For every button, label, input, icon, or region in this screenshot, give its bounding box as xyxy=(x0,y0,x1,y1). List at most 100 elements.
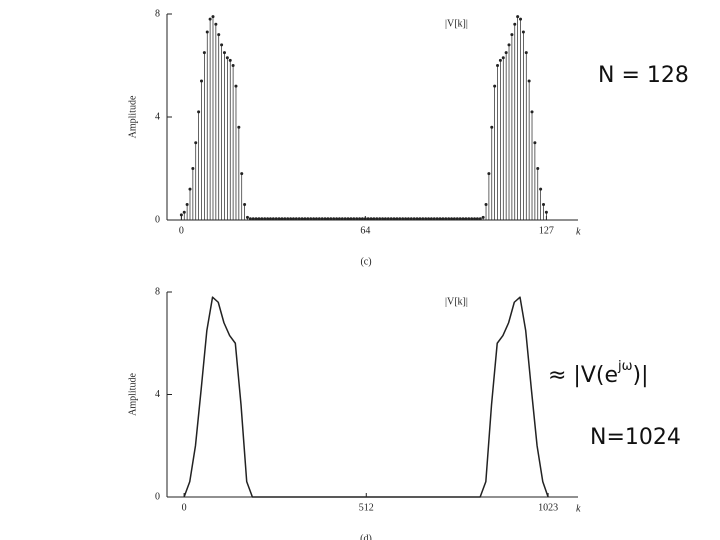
stem-dot xyxy=(211,15,215,19)
stem-dot xyxy=(404,217,408,221)
stem-dot xyxy=(450,217,454,221)
stem-dot xyxy=(383,217,387,221)
stem-dot xyxy=(504,51,508,55)
stem-dot xyxy=(317,217,321,221)
y-axis-label: Amplitude xyxy=(127,95,138,138)
stem-dot xyxy=(248,217,252,221)
stem-dot xyxy=(291,217,295,221)
y-tick-label: 8 xyxy=(155,8,160,19)
stem-dot xyxy=(369,217,373,221)
stem-dot xyxy=(268,217,272,221)
annotation-part: )| xyxy=(633,363,649,388)
stem-dot xyxy=(346,217,350,221)
stem-dot xyxy=(470,217,474,221)
stem-dot xyxy=(447,217,451,221)
stem-dot xyxy=(484,203,488,207)
stem-dot xyxy=(527,79,531,83)
legend-text: |V[k]| xyxy=(445,18,468,29)
panel-label: (d) xyxy=(360,533,372,540)
stem-dot xyxy=(337,217,341,221)
stem-dot xyxy=(314,217,318,221)
stem-dot xyxy=(280,217,284,221)
stem-dot xyxy=(214,22,218,26)
stem-dot xyxy=(306,217,310,221)
stem-dot xyxy=(516,15,520,19)
stem-dot xyxy=(271,217,275,221)
stem-dot xyxy=(335,217,339,221)
stem-dot xyxy=(289,217,293,221)
y-tick-label: 0 xyxy=(155,491,160,502)
stem-dot xyxy=(205,30,209,34)
stem-dot xyxy=(424,217,428,221)
stem-dot xyxy=(191,167,195,170)
stem-dot xyxy=(398,217,402,221)
stem-dot xyxy=(197,110,201,114)
stem-dot xyxy=(481,215,485,219)
stem-dot xyxy=(389,217,393,221)
x-tick-label: 0 xyxy=(179,225,184,236)
annotation-part: ≈ |V(e xyxy=(548,363,618,388)
stem-dot xyxy=(360,217,364,221)
stem-dot xyxy=(286,217,290,221)
stem-dot xyxy=(277,217,281,221)
stem-dot xyxy=(409,217,413,221)
x-axis-label: k xyxy=(576,226,581,237)
annotation-part: jω xyxy=(617,359,633,374)
stem-dot xyxy=(352,217,356,221)
stem-dot xyxy=(441,217,445,221)
stem-dot xyxy=(406,217,410,221)
stem-dot xyxy=(202,51,206,55)
annotation: N = 128 xyxy=(598,63,689,88)
stem-dot xyxy=(228,58,232,62)
stem-dot xyxy=(326,217,330,221)
stem-dot xyxy=(415,217,419,221)
stem-dot xyxy=(432,217,436,221)
stem-dot xyxy=(401,217,405,221)
stem-dot xyxy=(340,217,344,221)
stem-dot xyxy=(217,33,221,37)
stem-dot xyxy=(220,43,224,47)
stem-dot xyxy=(444,217,448,221)
stem-dot xyxy=(521,30,525,34)
stem-dot xyxy=(435,217,439,221)
stem-dot xyxy=(329,217,333,221)
stem-dot xyxy=(438,217,442,221)
stem-dot xyxy=(427,217,431,221)
stem-dot xyxy=(487,172,491,176)
stem-dot xyxy=(312,217,316,221)
stem-dot xyxy=(464,217,468,221)
stem-dot xyxy=(199,79,203,83)
stem-dot xyxy=(323,217,327,221)
stem-dot xyxy=(366,217,370,221)
x-tick-label: 0 xyxy=(182,502,187,513)
stem-dot xyxy=(478,217,482,221)
stem-dot xyxy=(283,217,287,221)
stem-dot xyxy=(461,217,465,221)
stem-dot xyxy=(372,217,376,221)
stem-dot xyxy=(332,217,336,221)
stem-dot xyxy=(386,217,390,221)
stem-dot xyxy=(496,64,500,67)
stem-dot xyxy=(458,217,462,221)
stem-dot xyxy=(240,172,244,176)
stem-dot xyxy=(237,125,241,129)
stem-dot xyxy=(297,217,301,221)
stem-dot xyxy=(524,51,528,55)
stem-dot xyxy=(231,64,235,67)
stem-dot xyxy=(225,56,229,60)
stem-dot xyxy=(507,43,511,47)
stem-dot xyxy=(455,217,459,221)
stem-dot xyxy=(303,217,307,221)
stem-dot xyxy=(475,217,479,221)
x-tick-label: 512 xyxy=(359,502,374,513)
stem-dot xyxy=(429,217,433,221)
stem-dot xyxy=(513,22,517,26)
stem-dot xyxy=(194,141,198,145)
stem-dot xyxy=(294,217,298,221)
stem-dot xyxy=(363,217,367,221)
stem-dot xyxy=(260,217,264,221)
stem-dot xyxy=(519,17,523,21)
stem-dot xyxy=(418,217,422,221)
stem-dot xyxy=(498,58,502,62)
stem-dot xyxy=(412,217,416,221)
